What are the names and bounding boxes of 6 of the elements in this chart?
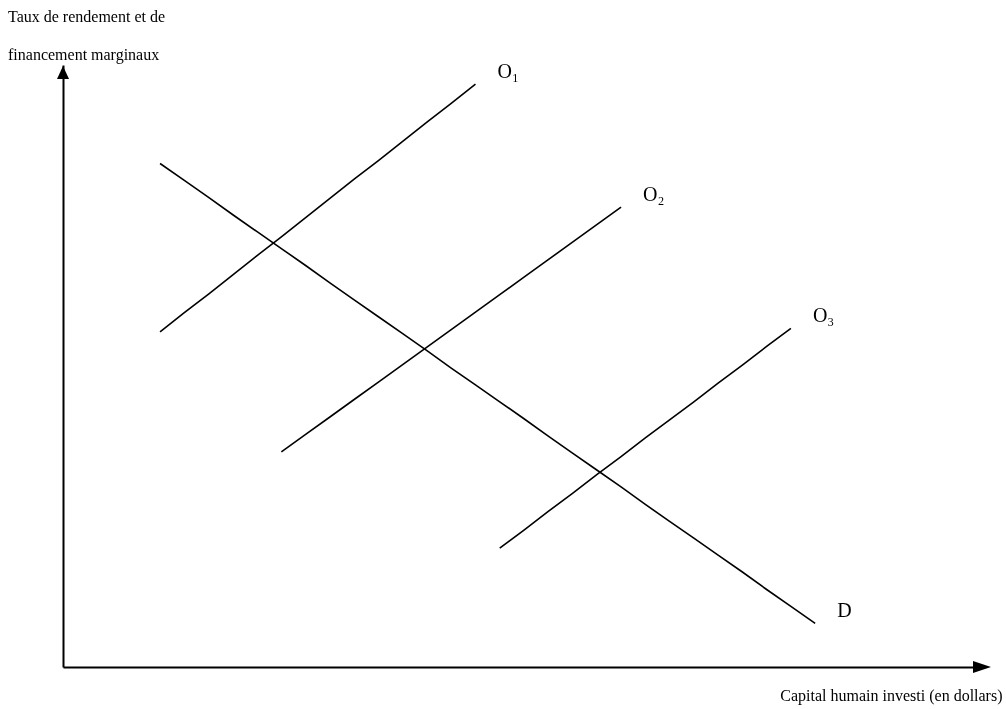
text: Taux de rendement et de financement marginaux [8,8,166,63]
series-label: O₃ [812,304,835,327]
series-label: O₂ [643,183,665,206]
x-axis-title: Capital humain investi (en dollars) [780,686,1003,705]
series-label: D [837,599,852,622]
series-label: O₁ [497,60,519,83]
